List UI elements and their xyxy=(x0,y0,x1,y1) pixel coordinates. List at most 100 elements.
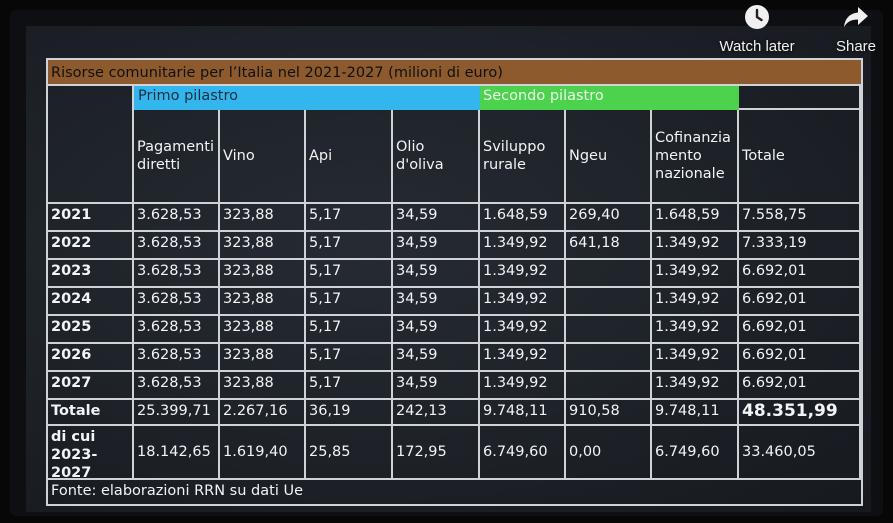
table-cell: 6.749,60 xyxy=(652,426,739,480)
table-cell: 5,17 xyxy=(306,204,393,232)
table-cell: 34,59 xyxy=(393,344,480,372)
row-label: 2022 xyxy=(48,232,134,260)
watch-later-button[interactable]: Watch later xyxy=(707,4,807,55)
table-cell: 25.399,71 xyxy=(134,400,220,426)
table-cell: 323,88 xyxy=(220,288,306,316)
resources-table: Risorse comunitarie per l’Italia nel 202… xyxy=(46,58,863,506)
table-cell: 323,88 xyxy=(220,372,306,400)
table-cell: 6.692,01 xyxy=(739,288,861,316)
table-cell: 1.349,92 xyxy=(480,372,566,400)
row-label: 2027 xyxy=(48,372,134,400)
column-header: Ngeu xyxy=(566,110,652,204)
row-label: 2024 xyxy=(48,288,134,316)
table-cell xyxy=(566,372,652,400)
tv-screen: Risorse comunitarie per l’Italia nel 202… xyxy=(26,26,871,512)
table-cell: 3.628,53 xyxy=(134,204,220,232)
table-cell: 3.628,53 xyxy=(134,260,220,288)
table-cell: 172,95 xyxy=(393,426,480,480)
table-cell: 323,88 xyxy=(220,260,306,288)
table-cell: 1.619,40 xyxy=(220,426,306,480)
table-cell: 5,17 xyxy=(306,316,393,344)
table-cell: 5,17 xyxy=(306,232,393,260)
table-cell: 3.628,53 xyxy=(134,372,220,400)
column-header: Sviluppo rurale xyxy=(480,110,566,204)
table-source-note: Fonte: elaborazioni RRN su dati Ue xyxy=(51,483,303,499)
table-cell: 323,88 xyxy=(220,344,306,372)
table-cell: 6.692,01 xyxy=(739,344,861,372)
table-cell: 3.628,53 xyxy=(134,232,220,260)
row-label: 2023 xyxy=(48,260,134,288)
column-header: Api xyxy=(306,110,393,204)
table-cell: 3.628,53 xyxy=(134,288,220,316)
table-cell: 33.460,05 xyxy=(739,426,861,480)
table-cell: 34,59 xyxy=(393,288,480,316)
column-header: Vino xyxy=(220,110,306,204)
table-cell xyxy=(566,260,652,288)
table-cell: 323,88 xyxy=(220,204,306,232)
table-cell: 242,13 xyxy=(393,400,480,426)
table-cell: 7.333,19 xyxy=(739,232,861,260)
table-cell: 34,59 xyxy=(393,316,480,344)
row-label: 2025 xyxy=(48,316,134,344)
tv-frame: Risorse comunitarie per l’Italia nel 202… xyxy=(10,10,883,516)
table-cell: 1.349,92 xyxy=(652,316,739,344)
table-cell: 2.267,16 xyxy=(220,400,306,426)
table-cell: 6.692,01 xyxy=(739,316,861,344)
table-cell: 1.349,92 xyxy=(652,344,739,372)
row-label: 2021 xyxy=(48,204,134,232)
table-cell: 910,58 xyxy=(566,400,652,426)
column-header: Pagamenti diretti xyxy=(134,110,220,204)
table-cell: 25,85 xyxy=(306,426,393,480)
table-cell: 323,88 xyxy=(220,316,306,344)
table-cell: 1.349,92 xyxy=(480,344,566,372)
table-cell: 1.349,92 xyxy=(480,288,566,316)
table-cell: 1.349,92 xyxy=(480,316,566,344)
table-cell xyxy=(566,288,652,316)
table-cell: 1.349,92 xyxy=(480,232,566,260)
table-cell: 34,59 xyxy=(393,204,480,232)
group-header-primo-pilastro: Primo pilastro xyxy=(134,86,480,110)
totale-group-cell xyxy=(739,86,861,110)
table-cell: 1.349,92 xyxy=(652,260,739,288)
table-cell: 5,17 xyxy=(306,288,393,316)
table-cell: 48.351,99 xyxy=(739,400,861,426)
row-label: 2026 xyxy=(48,344,134,372)
table-cell: 1.349,92 xyxy=(480,260,566,288)
table-cell: 323,88 xyxy=(220,232,306,260)
column-header: Totale xyxy=(739,110,861,204)
share-label: Share xyxy=(835,38,877,55)
table-cell: 34,59 xyxy=(393,232,480,260)
table-cell: 9.748,11 xyxy=(480,400,566,426)
column-header: Cofinanzia mento nazionale xyxy=(652,110,739,204)
table-cell: 5,17 xyxy=(306,260,393,288)
share-arrow-icon xyxy=(844,7,868,27)
table-cell xyxy=(566,316,652,344)
table-cell: 34,59 xyxy=(393,372,480,400)
table-cell: 0,00 xyxy=(566,426,652,480)
table-cell: 9.748,11 xyxy=(652,400,739,426)
table-cell: 5,17 xyxy=(306,372,393,400)
table-cell: 1.349,92 xyxy=(652,288,739,316)
table-cell: 269,40 xyxy=(566,204,652,232)
table-cell: 1.648,59 xyxy=(480,204,566,232)
table-cell: 6.749,60 xyxy=(480,426,566,480)
table-cell: 641,18 xyxy=(566,232,652,260)
group-header-secondo-pilastro: Secondo pilastro xyxy=(480,86,739,110)
table-cell: 5,17 xyxy=(306,344,393,372)
table-cell: 34,59 xyxy=(393,260,480,288)
column-header: Olio d'oliva xyxy=(393,110,480,204)
watch-later-label: Watch later xyxy=(719,38,795,55)
corner-cell xyxy=(48,86,134,204)
table-cell: 3.628,53 xyxy=(134,344,220,372)
table-cell: 1.648,59 xyxy=(652,204,739,232)
table-cell: 6.692,01 xyxy=(739,260,861,288)
clock-icon xyxy=(745,5,769,29)
table-cell: 7.558,75 xyxy=(739,204,861,232)
table-title: Risorse comunitarie per l’Italia nel 202… xyxy=(48,60,861,86)
table-cell: 36,19 xyxy=(306,400,393,426)
table-cell: 1.349,92 xyxy=(652,232,739,260)
table-cell: 18.142,65 xyxy=(134,426,220,480)
share-button[interactable]: Share xyxy=(828,4,884,55)
row-label: di cui 2023-2027 xyxy=(48,426,134,480)
table-cell: 1.349,92 xyxy=(652,372,739,400)
